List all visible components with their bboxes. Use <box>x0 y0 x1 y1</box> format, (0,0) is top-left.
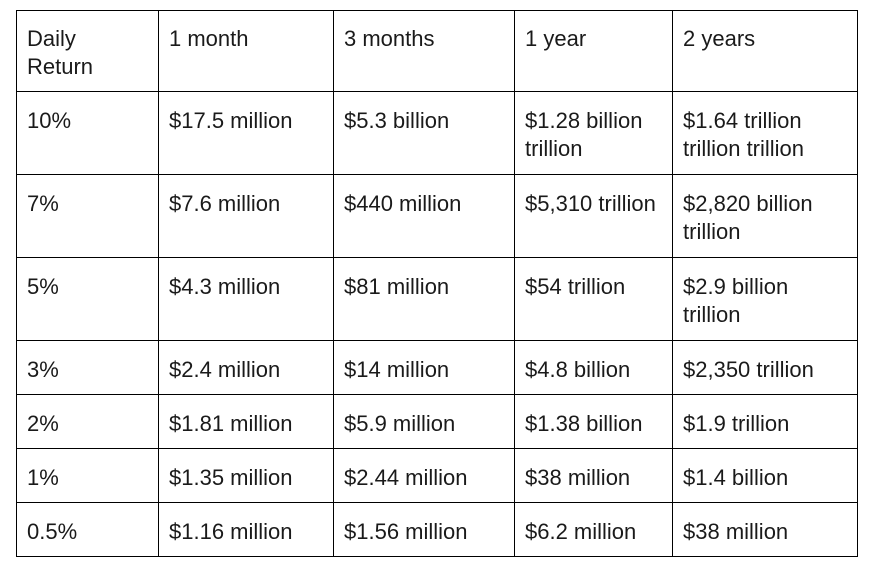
table-row: 7% $7.6 million $440 million $5,310 tril… <box>16 174 858 258</box>
table-cell: $1.28 billion trillion <box>514 91 673 175</box>
returns-table: Daily Return 1 month 3 months 1 year 2 y… <box>16 10 858 557</box>
table-cell: $5,310 trillion <box>514 174 673 258</box>
table-cell: $81 million <box>333 257 515 341</box>
table-cell: $14 million <box>333 340 515 395</box>
table-row: 0.5% $1.16 million $1.56 million $6.2 mi… <box>16 502 858 557</box>
table-cell: $1.9 trillion <box>672 394 858 449</box>
table-header-row: Daily Return 1 month 3 months 1 year 2 y… <box>16 10 858 92</box>
table-row: 2% $1.81 million $5.9 million $1.38 bill… <box>16 394 858 449</box>
table-cell: $7.6 million <box>158 174 334 258</box>
table-cell: $6.2 million <box>514 502 673 557</box>
table-cell: 2% <box>16 394 159 449</box>
table-cell: $54 trillion <box>514 257 673 341</box>
table-cell: 3% <box>16 340 159 395</box>
table-cell: $4.3 million <box>158 257 334 341</box>
table-row: 3% $2.4 million $14 million $4.8 billion… <box>16 340 858 395</box>
table-cell: $38 million <box>514 448 673 503</box>
table-row: 1% $1.35 million $2.44 million $38 milli… <box>16 448 858 503</box>
header-3-months: 3 months <box>333 10 515 92</box>
table-cell: $2,820 billion trillion <box>672 174 858 258</box>
header-daily-return: Daily Return <box>16 10 159 92</box>
table-cell: $1.81 million <box>158 394 334 449</box>
table-cell: 0.5% <box>16 502 159 557</box>
table-cell: 5% <box>16 257 159 341</box>
table-cell: $4.8 billion <box>514 340 673 395</box>
table-cell: $1.4 billion <box>672 448 858 503</box>
table-cell: $38 million <box>672 502 858 557</box>
table-cell: $1.56 million <box>333 502 515 557</box>
table-cell: $5.3 billion <box>333 91 515 175</box>
table-cell: $17.5 million <box>158 91 334 175</box>
table-cell: $440 million <box>333 174 515 258</box>
table-cell: 7% <box>16 174 159 258</box>
table-row: 10% $17.5 million $5.3 billion $1.28 bil… <box>16 91 858 175</box>
table-cell: $2.9 billion trillion <box>672 257 858 341</box>
table-cell: $5.9 million <box>333 394 515 449</box>
table-cell: $2,350 trillion <box>672 340 858 395</box>
table-cell: $2.44 million <box>333 448 515 503</box>
table-cell: $1.38 billion <box>514 394 673 449</box>
table-cell: $1.64 trillion trillion trillion <box>672 91 858 175</box>
header-2-years: 2 years <box>672 10 858 92</box>
table-cell: $1.16 million <box>158 502 334 557</box>
header-1-year: 1 year <box>514 10 673 92</box>
table-row: 5% $4.3 million $81 million $54 trillion… <box>16 257 858 341</box>
table-cell: $2.4 million <box>158 340 334 395</box>
table-cell: $1.35 million <box>158 448 334 503</box>
table-cell: 10% <box>16 91 159 175</box>
header-1-month: 1 month <box>158 10 334 92</box>
table-cell: 1% <box>16 448 159 503</box>
